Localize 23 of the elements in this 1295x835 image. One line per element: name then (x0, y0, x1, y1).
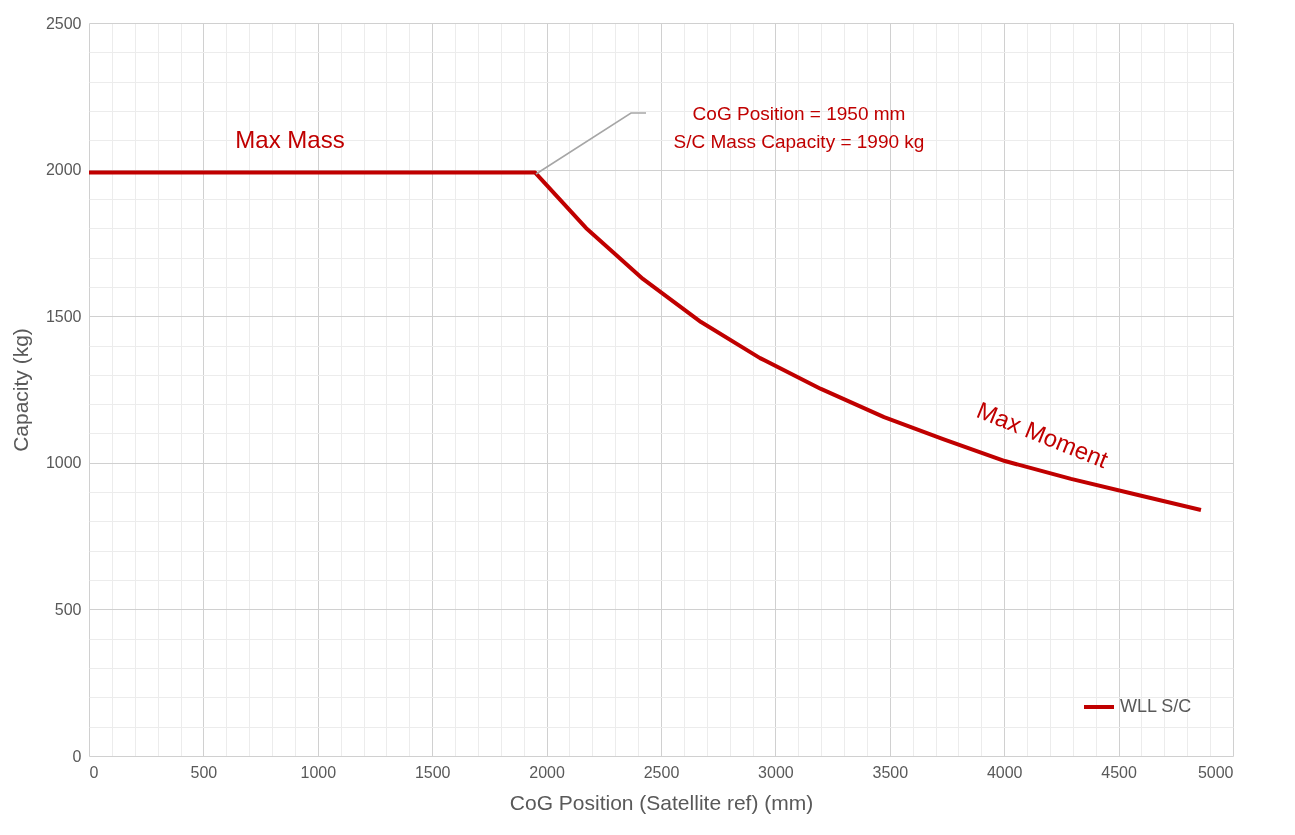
x-tick-label: 1500 (414, 763, 451, 781)
x-tick-label: 500 (190, 763, 218, 781)
x-tick-label: 4500 (1101, 763, 1137, 781)
line-series (87, 170, 1203, 513)
x-tick-label: 3000 (758, 763, 794, 781)
x-tick-label: 1000 (300, 763, 337, 781)
x-axis-title: CoG Position (Satellite ref) (mm) (509, 790, 814, 814)
annotation: CoG Position = 1950 mm S/C Mass Capacity = 1990 kg (673, 103, 925, 152)
y-tick-label: 1500 (45, 307, 82, 325)
x-tick-label: 3500 (872, 763, 909, 781)
x-tick-label: 2000 (529, 763, 565, 781)
y-tick-label: 1000 (45, 454, 82, 472)
x-tick-label: 4000 (986, 763, 1023, 781)
y-tick-label: 2500 (45, 14, 82, 32)
y-tick-label: 0 (72, 747, 82, 765)
x-tick-label: 2500 (643, 763, 680, 781)
y-axis-title: Capacity (kg) (8, 328, 32, 452)
legend-label: WLL S/C (1120, 696, 1192, 716)
x-tick-label: 5000 (1197, 763, 1234, 781)
y-tick-label: 500 (54, 600, 82, 618)
annotation: Max Mass (235, 126, 345, 153)
x-tick-label: 0 (89, 763, 99, 781)
y-tick-label: 2000 (45, 161, 82, 179)
